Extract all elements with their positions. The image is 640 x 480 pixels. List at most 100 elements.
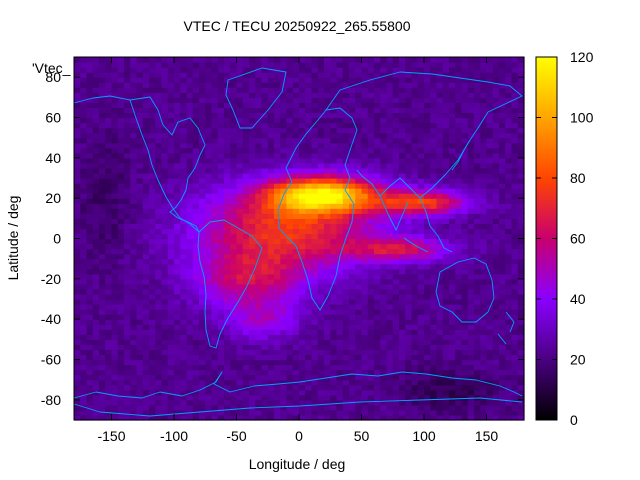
heatmap-cell — [430, 409, 438, 416]
heatmap-cell — [255, 329, 263, 335]
heatmap-cell — [411, 72, 419, 78]
heatmap-cell — [336, 399, 344, 406]
heatmap-cell — [161, 137, 169, 144]
heatmap-cell — [386, 172, 394, 179]
heatmap-cell — [242, 127, 250, 134]
heatmap-cell — [436, 243, 444, 250]
heatmap-cell — [292, 127, 300, 134]
heatmap-cell — [261, 339, 269, 345]
heatmap-cell — [436, 82, 444, 88]
heatmap-cell — [436, 233, 444, 240]
heatmap-cell — [461, 77, 469, 83]
heatmap-cell — [349, 379, 356, 386]
heatmap-cell — [386, 248, 394, 255]
heatmap-cell — [161, 157, 169, 164]
heatmap-cell — [92, 112, 100, 119]
heatmap-cell — [392, 319, 400, 325]
heatmap-cell — [161, 172, 169, 179]
heatmap-cell — [111, 82, 119, 88]
heatmap-cell — [305, 132, 313, 139]
heatmap-cell — [399, 87, 406, 93]
heatmap-cell — [274, 122, 281, 129]
heatmap-cell — [242, 299, 250, 305]
heatmap-cell — [80, 208, 88, 214]
heatmap-cell — [324, 369, 331, 376]
heatmap-cell — [311, 329, 319, 335]
heatmap-cell — [461, 167, 469, 174]
heatmap-cell — [386, 82, 394, 88]
heatmap-cell — [367, 369, 375, 376]
heatmap-cell — [292, 273, 300, 280]
heatmap-cell — [342, 188, 350, 194]
heatmap-cell — [186, 208, 194, 214]
heatmap-cell — [492, 243, 500, 250]
heatmap-cell — [286, 77, 294, 83]
heatmap-cell — [336, 314, 344, 320]
heatmap-cell — [124, 72, 131, 78]
heatmap-cell — [192, 258, 200, 265]
heatmap-cell — [111, 273, 119, 280]
heatmap-cell — [474, 339, 481, 345]
heatmap-cell — [424, 238, 431, 245]
heatmap-cell — [261, 147, 269, 154]
heatmap-cell — [355, 193, 363, 199]
heatmap-cell — [417, 117, 425, 124]
heatmap-cell — [199, 218, 206, 224]
heatmap-cell — [399, 82, 406, 88]
heatmap-cell — [217, 394, 225, 401]
heatmap-cell — [492, 248, 500, 255]
heatmap-cell — [392, 162, 400, 169]
heatmap-cell — [342, 223, 350, 230]
heatmap-cell — [199, 188, 206, 194]
heatmap-cell — [205, 359, 213, 366]
heatmap-cell — [405, 208, 413, 214]
heatmap-cell — [149, 359, 156, 366]
heatmap-cell — [467, 172, 475, 179]
heatmap-cell — [492, 167, 500, 174]
heatmap-cell — [211, 283, 219, 290]
heatmap-cell — [86, 389, 94, 396]
heatmap-cell — [80, 359, 88, 366]
heatmap-cell — [367, 238, 375, 245]
heatmap-cell — [330, 178, 338, 184]
heatmap-cell — [311, 314, 319, 320]
heatmap-cell — [211, 409, 219, 416]
heatmap-cell — [267, 359, 275, 366]
heatmap-cell — [242, 369, 250, 376]
heatmap-cell — [292, 223, 300, 230]
heatmap-cell — [336, 268, 344, 275]
heatmap-cell — [486, 117, 494, 124]
heatmap-cell — [292, 263, 300, 270]
heatmap-cell — [417, 299, 425, 305]
heatmap-cell — [380, 258, 388, 265]
heatmap-cell — [242, 147, 250, 154]
heatmap-cell — [242, 309, 250, 315]
heatmap-cell — [211, 399, 219, 406]
heatmap-cell — [449, 183, 456, 189]
heatmap-cell — [411, 399, 419, 406]
heatmap-cell — [136, 82, 144, 88]
heatmap-cell — [492, 82, 500, 88]
heatmap-cell — [299, 384, 306, 391]
heatmap-cell — [286, 268, 294, 275]
heatmap-cell — [142, 198, 150, 204]
heatmap-cell — [161, 97, 169, 103]
heatmap-cell — [486, 162, 494, 169]
heatmap-cell — [474, 319, 481, 325]
heatmap-cell — [74, 309, 81, 315]
heatmap-cell — [217, 293, 225, 300]
heatmap-cell — [436, 278, 444, 285]
heatmap-cell — [117, 137, 125, 144]
heatmap-cell — [130, 97, 138, 103]
heatmap-cell — [105, 122, 113, 129]
heatmap-cell — [449, 314, 456, 320]
heatmap-cell — [199, 198, 206, 204]
heatmap-cell — [436, 288, 444, 295]
heatmap-cell — [480, 137, 488, 144]
heatmap-cell — [280, 404, 288, 411]
heatmap-cell — [442, 152, 450, 159]
heatmap-cell — [455, 299, 463, 305]
heatmap-cell — [280, 364, 288, 371]
heatmap-cell — [211, 309, 219, 315]
